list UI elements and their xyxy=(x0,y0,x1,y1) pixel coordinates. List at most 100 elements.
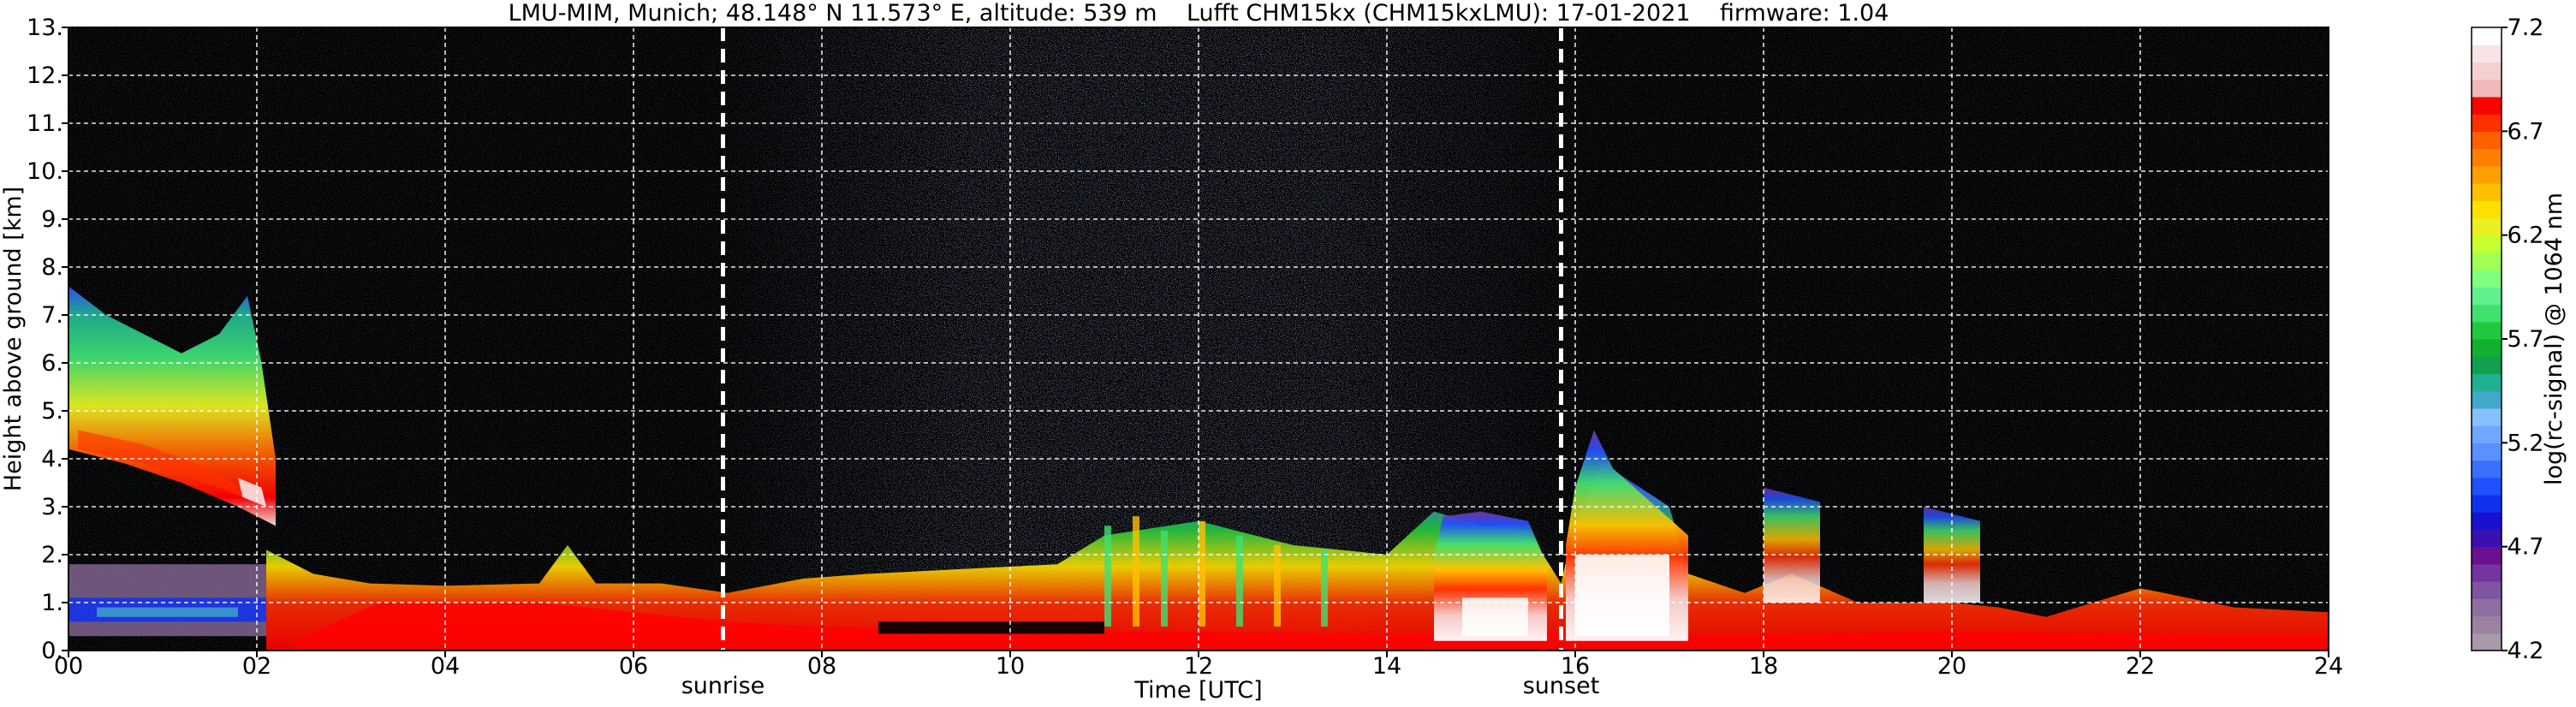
colorbar-segment xyxy=(2472,581,2502,599)
colorbar-segment xyxy=(2472,96,2502,115)
x-tick-label: 18 xyxy=(1749,653,1778,680)
y-axis: 0. 1. 2. 3. 4. 5. 6. 7. 8. 9. 10. 11. 12. 13. xyxy=(27,15,68,664)
colorbar-segment xyxy=(2472,356,2502,375)
colorbar-tick-label: 4.7 xyxy=(2508,534,2544,561)
y-tick-label: 10. xyxy=(27,158,63,185)
y-tick-label: 9. xyxy=(41,206,63,233)
x-tick-label: 04 xyxy=(431,653,460,680)
grid-lines xyxy=(68,27,2329,651)
y-axis-label: Height above ground [km] xyxy=(0,187,27,491)
surface-band xyxy=(294,603,2329,651)
y-tick-label: 11. xyxy=(27,110,63,137)
colorbar-segment xyxy=(2472,390,2502,409)
y-tick-label: 5. xyxy=(41,398,63,425)
colorbar-segment xyxy=(2472,563,2502,582)
colorbar-segment xyxy=(2472,270,2502,288)
x-tick-label: 16 xyxy=(1561,653,1590,680)
colorbar-segment xyxy=(2472,27,2502,45)
colorbar-segment xyxy=(2472,512,2502,531)
y-tick-label: 0. xyxy=(41,638,63,664)
x-tick-label: 02 xyxy=(242,653,271,680)
x-tick-label: 00 xyxy=(54,653,83,680)
cloud-patch xyxy=(1764,487,1820,603)
colorbar-segment xyxy=(2472,615,2502,634)
x-tick-label: 12 xyxy=(1184,653,1213,680)
colorbar-tick-label: 6.2 xyxy=(2508,223,2544,249)
x-tick-label: 24 xyxy=(2314,653,2343,680)
aerosol-features xyxy=(68,286,2329,651)
x-tick-label: 10 xyxy=(996,653,1025,680)
x-axis-label: Time [UTC] xyxy=(1133,677,1262,704)
x-axis: 00 02 04 06 08 10 12 14 16 18 20 22 24 xyxy=(54,651,2343,680)
dark-band xyxy=(878,621,1104,634)
colorbar-tick-label: 5.2 xyxy=(2508,430,2544,456)
signal-streak xyxy=(1133,516,1139,627)
residual-layer-band xyxy=(97,607,238,617)
y-tick-label: 1. xyxy=(41,590,63,616)
colorbar-segment xyxy=(2472,598,2502,617)
colorbar-segment xyxy=(2472,633,2502,651)
annotations: sunrise sunset xyxy=(681,27,1600,699)
colorbar-segment xyxy=(2472,339,2502,357)
signal-streak xyxy=(1104,526,1111,627)
colorbar-segment xyxy=(2472,183,2502,201)
y-tick-label: 8. xyxy=(41,254,63,281)
colorbar-tick-label: 6.7 xyxy=(2508,118,2544,145)
colorbar: 4.2 4.7 5.2 5.7 6.2 6.7 7.2 xyxy=(2471,15,2544,664)
colorbar-segment xyxy=(2472,217,2502,236)
colorbar-tick-label: 7.2 xyxy=(2508,15,2544,41)
cloud-evening-core xyxy=(1575,555,1669,637)
x-tick-label: 06 xyxy=(619,653,648,680)
colorbar-segment xyxy=(2472,62,2502,80)
x-tick-label: 14 xyxy=(1372,653,1401,680)
x-tick-label: 22 xyxy=(2126,653,2155,680)
colorbar-tick-label: 5.7 xyxy=(2508,326,2544,353)
colorbar-segment xyxy=(2472,546,2502,565)
colorbar-segment xyxy=(2472,287,2502,306)
colorbar-segment xyxy=(2472,529,2502,548)
colorbar-segment xyxy=(2472,131,2502,150)
colorbar-segment xyxy=(2472,235,2502,253)
colorbar-segment xyxy=(2472,477,2502,496)
signal-streak xyxy=(1199,520,1205,627)
colorbar-label: log(rc-signal) @ 1064 nm xyxy=(2541,193,2567,485)
signal-streak xyxy=(1236,535,1243,627)
night-plume-peak xyxy=(238,478,266,507)
colorbar-segment xyxy=(2472,200,2502,219)
y-tick-label: 4. xyxy=(41,446,63,472)
colorbar-segment xyxy=(2472,407,2502,426)
annotation-label: sunrise xyxy=(681,673,765,699)
y-tick-label: 3. xyxy=(41,494,63,520)
x-tick-label: 20 xyxy=(1937,653,1966,680)
colorbar-segment xyxy=(2472,114,2502,132)
y-tick-label: 12. xyxy=(27,62,63,89)
colorbar-segment xyxy=(2472,304,2502,323)
colorbar-segment xyxy=(2472,321,2502,340)
colorbar-segment xyxy=(2472,373,2502,392)
chart-title: LMU-MIM, Munich; 48.148° N 11.573° E, al… xyxy=(509,0,1889,27)
night-plume xyxy=(68,286,276,526)
annotation-label: sunset xyxy=(1523,673,1600,699)
colorbar-segment xyxy=(2472,460,2502,478)
colorbar-segment xyxy=(2472,443,2502,461)
colorbar-segment xyxy=(2472,45,2502,63)
colorbar-segment xyxy=(2472,425,2502,443)
night-plume-core xyxy=(78,430,266,507)
boundary-layer xyxy=(266,463,2329,651)
y-tick-label: 6. xyxy=(41,350,63,377)
colorbar-segment xyxy=(2472,165,2502,184)
signal-streak xyxy=(1274,544,1281,627)
y-tick-label: 2. xyxy=(41,542,63,568)
cloud-afternoon-core xyxy=(1462,597,1528,637)
signal-streak xyxy=(1321,550,1328,627)
y-tick-label: 13. xyxy=(27,15,63,41)
colorbar-segment xyxy=(2472,495,2502,513)
y-tick-label: 7. xyxy=(41,302,63,329)
colorbar-segment xyxy=(2472,148,2502,167)
signal-streak xyxy=(1161,531,1168,627)
colorbar-segment xyxy=(2472,252,2502,270)
x-tick-label: 08 xyxy=(807,653,836,680)
colorbar-tick-label: 4.2 xyxy=(2508,638,2544,664)
colorbar-segment xyxy=(2472,79,2502,98)
